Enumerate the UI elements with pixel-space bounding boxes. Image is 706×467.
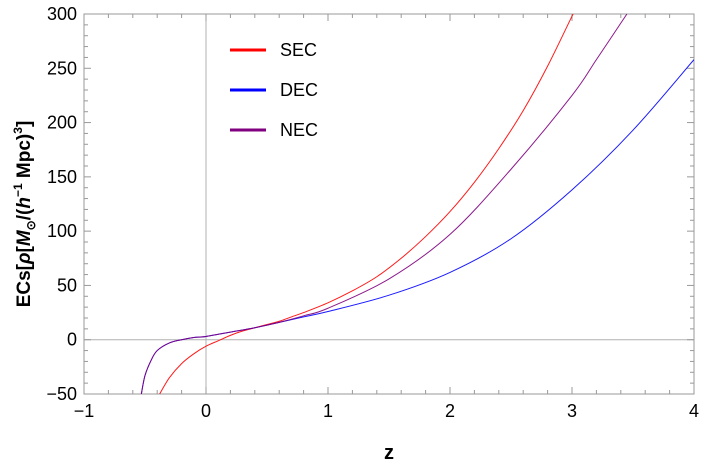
y-tick-label: −50 [46,384,77,404]
ylabel-cube: 3 [11,127,25,134]
ylabel-sun: ⊙ [24,220,38,230]
y-tick-label: 100 [47,221,77,241]
ylabel-rho: ρ [14,252,35,265]
series-line-dec [140,59,694,394]
ylabel-h-exp: −1 [11,183,25,197]
y-tick-label: 50 [57,275,77,295]
y-tick-label: 250 [47,58,77,78]
x-tick-label: 1 [323,401,333,421]
ylabel-mpc: Mpc) [14,134,35,184]
x-tick-label: 4 [689,401,699,421]
ylabel-bracket: [ [14,245,35,252]
y-tick-label: 0 [67,330,77,350]
y-tick-label: 200 [47,113,77,133]
x-tick-label: 2 [445,401,455,421]
y-tick-label: 300 [47,4,77,24]
x-tick-label: 0 [201,401,211,421]
plot-frame [83,13,695,395]
ylabel-slash: /( [14,208,35,220]
series-layer [140,14,694,394]
ylabel-h: h [14,197,35,209]
series-line-sec [159,14,574,394]
svg-text:ECs[ρ[M⊙/(h−1 Mpc)3]: ECs[ρ[M⊙/(h−1 Mpc)3] [11,121,38,308]
x-axis-title: z [384,442,394,464]
ylabel-close: ] [14,121,35,127]
ylabel-prefix: ECs[ [14,263,35,307]
x-tick-label: −1 [74,401,95,421]
series-line-nec [140,14,628,394]
legend-label-nec: NEC [280,120,318,140]
x-tick-label: 3 [567,401,577,421]
legend-label-dec: DEC [280,80,318,100]
y-axis-title: ECs[ρ[M⊙/(h−1 Mpc)3] [11,121,38,308]
y-tick-label: 150 [47,167,77,187]
ylabel-mass: M [14,229,35,246]
legend: SEC DEC NEC [230,40,318,140]
legend-label-sec: SEC [280,40,317,60]
